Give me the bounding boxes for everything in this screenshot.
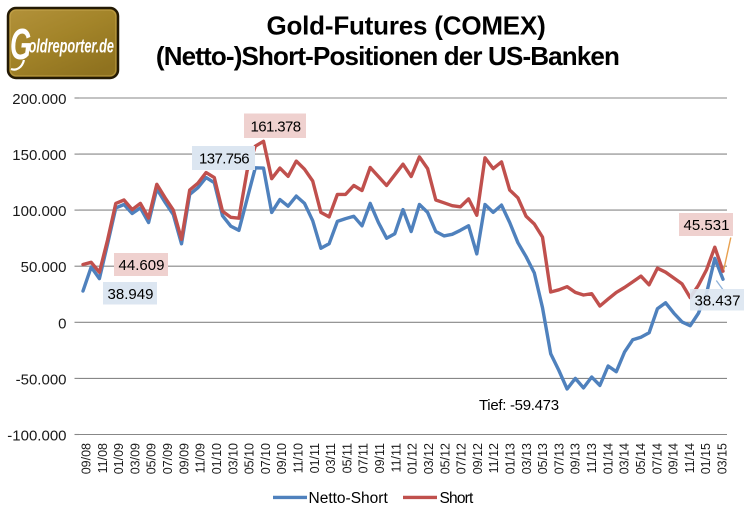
- svg-text:07/10: 07/10: [259, 443, 273, 474]
- svg-text:45.531: 45.531: [684, 217, 730, 234]
- svg-text:oldreporter.de: oldreporter.de: [29, 36, 115, 57]
- svg-text:03/15: 03/15: [716, 443, 730, 474]
- svg-text:0: 0: [58, 315, 66, 332]
- svg-text:11/13: 11/13: [585, 443, 599, 473]
- svg-text:44.609: 44.609: [119, 257, 165, 274]
- svg-text:11/10: 11/10: [292, 443, 306, 473]
- svg-text:200.000: 200.000: [12, 91, 66, 108]
- svg-text:03/13: 03/13: [520, 443, 534, 474]
- svg-text:03/10: 03/10: [226, 443, 240, 474]
- svg-text:Netto-Short: Netto-Short: [309, 490, 389, 507]
- svg-text:161.378: 161.378: [250, 119, 300, 136]
- svg-text:11/09: 11/09: [194, 443, 208, 473]
- svg-text:Gold-Futures (COMEX): Gold-Futures (COMEX): [266, 11, 545, 41]
- svg-text:38.437: 38.437: [695, 293, 741, 310]
- svg-text:03/12: 03/12: [422, 443, 436, 474]
- svg-text:01/14: 01/14: [601, 443, 615, 474]
- svg-text:07/14: 07/14: [650, 443, 664, 474]
- svg-text:05/14: 05/14: [634, 443, 648, 474]
- svg-text:Short: Short: [440, 490, 475, 507]
- svg-text:50.000: 50.000: [21, 259, 67, 276]
- svg-text:01/13: 01/13: [504, 443, 518, 474]
- svg-text:07/13: 07/13: [552, 443, 566, 474]
- svg-text:05/13: 05/13: [536, 443, 550, 474]
- svg-text:150.000: 150.000: [12, 147, 66, 164]
- svg-text:03/09: 03/09: [128, 443, 142, 474]
- svg-text:(Netto-)Short-Positionen der U: (Netto-)Short-Positionen der US-Banken: [156, 41, 619, 71]
- svg-text:03/11: 03/11: [324, 443, 338, 473]
- svg-text:05/11: 05/11: [340, 443, 354, 473]
- svg-text:137.756: 137.756: [199, 151, 249, 168]
- svg-text:09/12: 09/12: [471, 443, 485, 474]
- svg-text:09/14: 09/14: [667, 443, 681, 474]
- svg-text:11/08: 11/08: [96, 443, 110, 473]
- svg-text:G: G: [10, 19, 31, 68]
- svg-text:01/11: 01/11: [308, 443, 322, 473]
- svg-text:Tief: -59.473: Tief: -59.473: [479, 397, 559, 414]
- svg-text:05/12: 05/12: [438, 443, 452, 474]
- svg-text:11/12: 11/12: [487, 443, 501, 473]
- svg-text:11/11: 11/11: [389, 443, 403, 472]
- svg-text:09/11: 09/11: [373, 443, 387, 473]
- svg-text:100.000: 100.000: [12, 203, 66, 220]
- svg-text:01/12: 01/12: [406, 443, 420, 474]
- svg-text:09/10: 09/10: [275, 443, 289, 474]
- svg-text:03/14: 03/14: [618, 443, 632, 474]
- svg-text:-50.000: -50.000: [16, 371, 67, 388]
- svg-text:07/09: 07/09: [161, 443, 175, 474]
- svg-text:09/13: 09/13: [569, 443, 583, 474]
- svg-text:09/08: 09/08: [80, 443, 94, 474]
- svg-text:-100.000: -100.000: [7, 428, 66, 445]
- svg-text:38.949: 38.949: [108, 286, 154, 303]
- svg-text:09/09: 09/09: [177, 443, 191, 474]
- svg-text:05/09: 05/09: [145, 443, 159, 474]
- svg-text:01/15: 01/15: [699, 443, 713, 474]
- svg-text:01/10: 01/10: [210, 443, 224, 474]
- svg-text:11/14: 11/14: [683, 443, 697, 473]
- svg-text:05/10: 05/10: [243, 443, 257, 474]
- svg-text:07/11: 07/11: [357, 443, 371, 473]
- svg-text:07/12: 07/12: [455, 443, 469, 474]
- svg-text:01/09: 01/09: [112, 443, 126, 474]
